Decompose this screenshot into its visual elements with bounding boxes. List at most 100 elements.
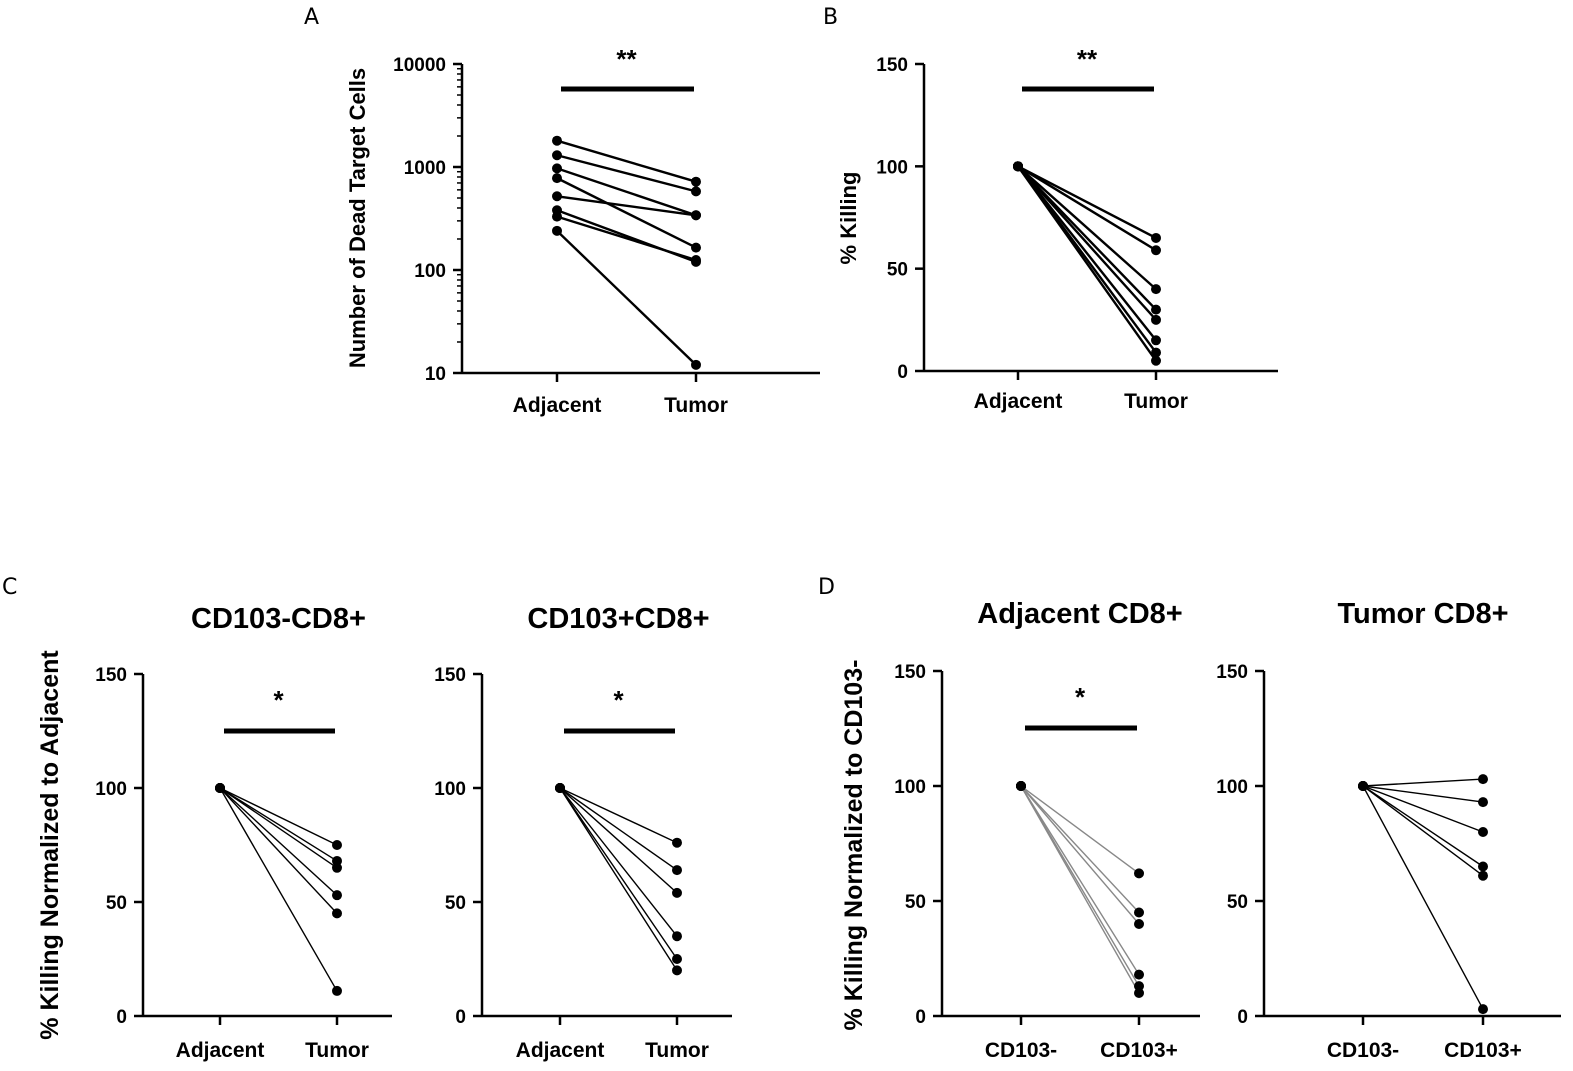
y-tick-label: 150 — [894, 662, 926, 683]
data-point — [691, 242, 701, 253]
y-tick-label: 50 — [1227, 892, 1248, 913]
y-tick-label: 100 — [894, 777, 926, 798]
y-tick-label: 100 — [434, 779, 466, 800]
y-tick-label: 10000 — [393, 55, 446, 76]
data-point — [672, 865, 682, 876]
chart-title: CD103-CD8+ — [191, 603, 366, 635]
data-point — [332, 890, 342, 901]
pair-line — [1017, 165, 1157, 240]
data-point — [1134, 868, 1144, 879]
pair-line — [1020, 785, 1140, 913]
pair-line — [556, 177, 697, 249]
data-point — [1478, 797, 1488, 808]
data-point — [1134, 981, 1144, 992]
pair-line — [556, 215, 697, 262]
y-tick-label: 150 — [1216, 662, 1248, 683]
y-axis-label: % Killing — [836, 172, 861, 265]
panel-letter: C — [2, 575, 17, 600]
data-point — [1151, 232, 1161, 243]
y-tick-label: 0 — [116, 1007, 127, 1028]
chart-panel-1: B % Killing 0 50 100 150 Adjacent Tumor ** — [823, 5, 1278, 413]
data-point — [332, 862, 342, 873]
y-tick-label: 100 — [876, 157, 908, 178]
pair-line — [1017, 165, 1157, 291]
y-tick-label: 100 — [414, 261, 446, 282]
pair-line — [1017, 165, 1157, 342]
pair-line — [1020, 785, 1140, 994]
pair-line — [1362, 785, 1484, 868]
data-point — [691, 359, 701, 370]
pair-line — [1362, 785, 1484, 1010]
pair-line — [219, 787, 338, 896]
data-point — [691, 176, 701, 187]
data-point — [1151, 284, 1161, 295]
data-point — [552, 211, 562, 222]
pair-line — [219, 787, 338, 992]
data-point — [552, 191, 562, 202]
significance-marker: ** — [616, 44, 637, 74]
data-point — [1151, 355, 1161, 366]
pair-line — [556, 154, 697, 193]
y-tick-label: 0 — [455, 1007, 466, 1028]
data-point — [1151, 314, 1161, 325]
data-point — [1358, 781, 1368, 791]
pair-line — [1017, 165, 1157, 362]
chart-panel-4: D Adjacent CD8+ % Killing Normalized to CD… — [818, 575, 1200, 1062]
significance-marker: * — [613, 685, 624, 715]
pair-line — [1020, 785, 1140, 975]
x-tick-label: Tumor — [664, 394, 728, 417]
y-axis-label: % Killing Normalized to Adjacent — [36, 650, 64, 1040]
x-tick-label: CD103+ — [1100, 1039, 1178, 1062]
y-tick-label: 50 — [887, 260, 908, 281]
x-tick-label: Tumor — [645, 1039, 709, 1062]
pair-line — [1017, 165, 1157, 252]
pair-line — [1362, 778, 1484, 787]
data-point — [332, 908, 342, 919]
y-tick-label: 50 — [445, 893, 466, 914]
pair-line — [559, 787, 678, 960]
data-point — [1151, 304, 1161, 315]
pair-line — [219, 787, 338, 914]
y-tick-label: 100 — [95, 779, 127, 800]
data-point — [1151, 347, 1161, 358]
y-tick-label: 0 — [1237, 1007, 1248, 1028]
data-point — [1134, 919, 1144, 929]
pair-line — [1362, 785, 1484, 877]
data-point — [672, 887, 682, 898]
data-point — [332, 985, 342, 996]
y-tick-label: 100 — [1216, 777, 1248, 798]
pair-line — [559, 787, 678, 844]
data-point — [1134, 907, 1144, 918]
pair-line — [559, 787, 678, 871]
x-tick-label: CD103+ — [1444, 1039, 1522, 1062]
y-tick-label: 150 — [95, 665, 127, 686]
y-tick-label: 1000 — [404, 158, 446, 179]
data-point — [1013, 161, 1023, 172]
x-tick-label: CD103- — [1327, 1039, 1399, 1062]
data-point — [1151, 335, 1161, 346]
panel-letter: B — [823, 5, 838, 30]
y-tick-label: 150 — [434, 665, 466, 686]
data-point — [552, 163, 562, 174]
chart-panel-0: A Number of Dead Target Cells 10 100 1000 100… — [304, 5, 820, 417]
y-tick-label: 0 — [915, 1007, 926, 1028]
chart-panel-5: Tumor CD8+ 0 50 100 150 CD103- CD103+ — [1216, 598, 1561, 1062]
data-point — [672, 837, 682, 848]
pair-line — [559, 787, 678, 937]
data-point — [1134, 969, 1144, 980]
chart-title: Tumor CD8+ — [1337, 598, 1508, 630]
pair-line — [219, 787, 338, 846]
pair-line — [556, 195, 697, 217]
data-point — [1478, 870, 1488, 881]
data-point — [672, 931, 682, 942]
y-tick-label: 0 — [897, 362, 908, 383]
data-point — [1478, 827, 1488, 837]
data-point — [672, 965, 682, 976]
data-point — [1151, 245, 1161, 256]
data-point — [555, 783, 565, 793]
data-point — [1478, 774, 1488, 785]
pair-line — [559, 787, 678, 894]
chart-panel-2: C CD103-CD8+ % Killing Normalized to Adjac… — [2, 575, 392, 1062]
pair-line — [219, 787, 338, 869]
